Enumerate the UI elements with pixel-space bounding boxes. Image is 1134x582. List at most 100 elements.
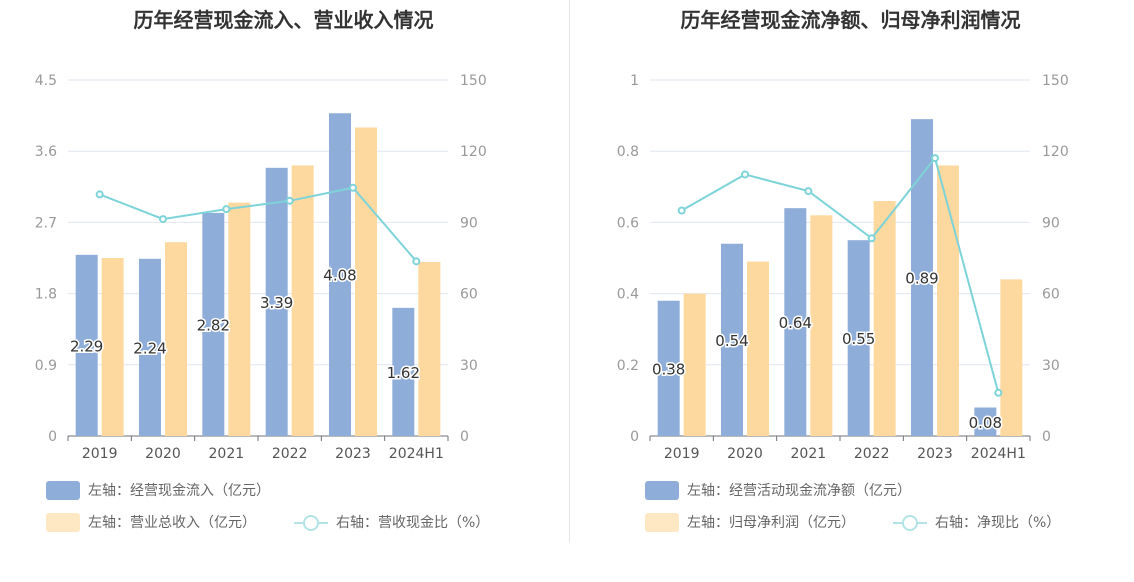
x-axis-tick-label: 2020: [727, 446, 763, 462]
x-axis-tick-label: 2021: [209, 446, 245, 462]
left-axis-tick-label: 0.6: [617, 215, 639, 231]
bar-data-label: 2.82: [197, 316, 230, 334]
legend-swatch-blue: [645, 480, 679, 500]
legend-label: 左轴：营业总收入（亿元）: [88, 515, 256, 531]
ratio-point: [994, 388, 1003, 397]
x-axis-tick-label: 2020: [145, 446, 181, 462]
bar-data-label: 0.38: [652, 360, 685, 378]
bar-data-label: 0.54: [715, 332, 748, 350]
ratio-point: [222, 205, 231, 214]
bar-primary-2023: [329, 113, 351, 436]
bar-primary-2023: [911, 119, 933, 436]
x-axis-tick-label: 2022: [854, 446, 890, 462]
ratio-point: [159, 215, 167, 224]
bar-secondary-2021: [810, 215, 833, 436]
bar-secondary-2024H1: [1000, 279, 1023, 436]
left-axis-tick-label: 2.7: [35, 215, 57, 231]
right-axis-tick-label: 90: [460, 215, 478, 231]
x-axis-tick-label: 2023: [335, 446, 371, 462]
bar-primary-2019: [657, 300, 680, 436]
left-axis-tick-label: 0: [48, 429, 57, 445]
legend-line-icon: [893, 513, 927, 532]
right-axis-tick-label: 30: [460, 358, 478, 374]
right-chart-plot: 0 0 0.2 30 0.4 60 0.6 90 0.8 120 1 150 2019 2020 2021 2…: [617, 73, 1069, 462]
bar-primary-2020: [139, 258, 161, 436]
bar-secondary-2022: [291, 165, 314, 436]
right-axis-tick-label: 150: [1042, 73, 1069, 89]
bar-primary-2020: [721, 243, 743, 436]
bar-secondary-2020: [747, 261, 769, 436]
x-axis-tick-label: 2019: [664, 446, 700, 462]
bar-secondary-2020: [165, 242, 187, 436]
bar-data-label: 0.64: [779, 314, 812, 332]
left-chart-title: 历年经营现金流入、营业收入情况: [133, 8, 434, 32]
bar-data-label: 1.62: [387, 364, 420, 382]
left-chart-panel: 历年经营现金流入、营业收入情况 0 0 0.9 30 1.8 60 2.7 90 3.6 120 4…: [35, 8, 489, 532]
x-axis-tick-label: 2022: [272, 446, 308, 462]
legend-label: 右轴：营收现金比（%）: [336, 515, 490, 531]
left-axis-tick-label: 1: [630, 73, 639, 89]
right-axis-tick-label: 120: [1042, 144, 1069, 160]
bar-secondary-2024H1: [418, 261, 441, 436]
left-chart-plot: 0 0 0.9 30 1.8 60 2.7 90 3.6 120 4.5 150 2019 2020 202…: [35, 73, 487, 462]
legend-item-net-profit[interactable]: 左轴：归母净利润（亿元）: [645, 512, 855, 532]
bar-primary-2019: [75, 254, 98, 436]
ratio-line: [99, 186, 418, 262]
bar-data-label: 4.08: [323, 267, 356, 285]
bar-secondary-2022: [873, 201, 896, 436]
left-axis-tick-label: 0.9: [35, 358, 57, 374]
right-axis-tick-label: 0: [1042, 429, 1051, 445]
bar-data-label: 0.55: [842, 330, 875, 348]
x-axis-tick-label: 2023: [917, 446, 953, 462]
ratio-point: [804, 187, 813, 196]
legend-label: 左轴：经营现金流入（亿元）: [88, 483, 270, 499]
right-axis-tick-label: 150: [460, 73, 487, 89]
bar-primary-2021: [784, 208, 807, 436]
left-axis-tick-label: 0: [630, 429, 639, 445]
legend-item-revenue[interactable]: 左轴：营业总收入（亿元）: [46, 512, 256, 532]
bar-primary-2022: [847, 240, 870, 436]
ratio-point: [931, 154, 939, 163]
bar-secondary-2019: [101, 258, 124, 436]
bar-primary-2024H1: [974, 407, 997, 436]
bar-primary-2021: [202, 212, 225, 436]
legend-item-revenue-cash-ratio[interactable]: 右轴：营收现金比（%）: [294, 512, 489, 532]
bar-data-label: 0.89: [905, 270, 938, 288]
x-axis-tick-label: 2021: [791, 446, 827, 462]
legend-label: 右轴：净现比（%）: [935, 515, 1061, 531]
bar-data-label: 2.24: [133, 339, 166, 357]
bar-primary-2024H1: [392, 307, 415, 436]
x-axis-tick-label: 2024H1: [971, 446, 1026, 462]
ratio-line: [681, 155, 1000, 394]
ratio-point: [741, 170, 749, 179]
right-axis-tick-label: 90: [1042, 215, 1060, 231]
legend-item-net-cash-ratio[interactable]: 右轴：净现比（%）: [893, 512, 1060, 532]
left-axis-tick-label: 0.2: [617, 358, 639, 374]
bar-secondary-2023: [355, 127, 377, 436]
bar-secondary-2019: [683, 293, 706, 436]
right-chart-panel: 历年经营现金流净额、归母净利润情况 0 0 0.2 30 0.4 60 0.6 90 0.8 12…: [567, 0, 1134, 582]
x-axis-tick-label: 2019: [82, 446, 118, 462]
left-axis-tick-label: 0.4: [617, 287, 639, 303]
bars: [75, 113, 441, 436]
legend-item-net-cash-flow[interactable]: 左轴：经营活动现金流净额（亿元）: [645, 480, 911, 500]
panel-divider: [569, 0, 570, 542]
bar-data-label: 2.29: [70, 337, 103, 355]
legend-item-cash-inflow[interactable]: 左轴：经营现金流入（亿元）: [46, 480, 270, 500]
x-axis-tick-label: 2024H1: [389, 446, 444, 462]
bar-data-label: 3.39: [260, 294, 293, 312]
ratio-point: [867, 234, 876, 243]
bar-primary-2022: [265, 167, 288, 436]
ratio-point: [285, 196, 294, 205]
left-axis-tick-label: 1.8: [35, 287, 57, 303]
bars: [657, 119, 1023, 436]
legend-line-icon: [294, 513, 328, 532]
right-axis-tick-label: 0: [460, 429, 469, 445]
right-axis-tick-label: 30: [1042, 358, 1060, 374]
legend-label: 左轴：经营活动现金流净额（亿元）: [687, 483, 911, 499]
right-axis-tick-label: 60: [460, 287, 478, 303]
left-axis-tick-label: 0.8: [617, 144, 639, 160]
legend-swatch-orange: [46, 512, 80, 532]
right-chart-title: 历年经营现金流净额、归母净利润情况: [680, 8, 1021, 32]
gridlines: [68, 79, 448, 366]
